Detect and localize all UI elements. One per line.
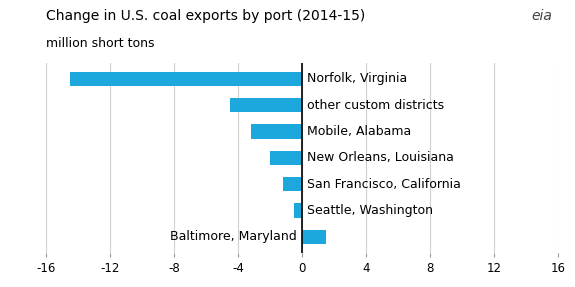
Bar <box>270 151 302 165</box>
Bar <box>294 203 302 218</box>
Text: San Francisco, California: San Francisco, California <box>306 178 461 191</box>
Text: Norfolk, Virginia: Norfolk, Virginia <box>306 72 407 86</box>
Text: Change in U.S. coal exports by port (2014-15): Change in U.S. coal exports by port (201… <box>46 9 365 23</box>
Text: Seattle, Washington: Seattle, Washington <box>306 204 432 217</box>
Bar <box>251 124 302 139</box>
Bar <box>230 98 302 113</box>
Text: million short tons: million short tons <box>46 37 155 50</box>
Text: Mobile, Alabama: Mobile, Alabama <box>306 125 411 138</box>
Bar <box>70 72 302 86</box>
Text: Baltimore, Maryland: Baltimore, Maryland <box>170 230 297 243</box>
Text: eia: eia <box>531 9 552 23</box>
Bar <box>283 177 302 191</box>
Text: other custom districts: other custom districts <box>306 99 444 112</box>
Text: New Orleans, Louisiana: New Orleans, Louisiana <box>306 151 454 164</box>
Bar <box>302 230 326 244</box>
